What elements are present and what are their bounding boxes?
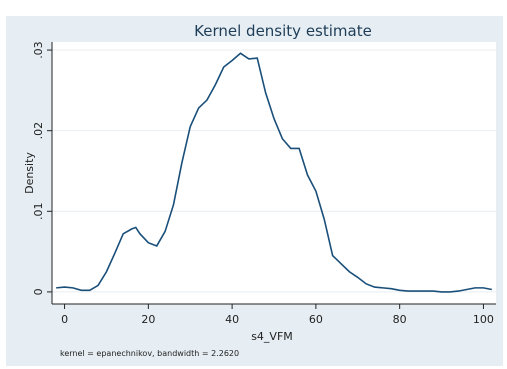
y-tick-label-1: .01 xyxy=(32,203,45,221)
x-tick-label-40: 40 xyxy=(225,313,239,326)
grid-lines xyxy=(52,49,496,293)
y-tick-label-2: .02 xyxy=(32,122,45,140)
chart-footnote: kernel = epanechnikov, bandwidth = 2.262… xyxy=(60,349,239,358)
x-tick-label-80: 80 xyxy=(393,313,407,326)
density-curve xyxy=(56,52,492,293)
tick-marks: 0 20 40 60 80 100 0 .01 .02 .03 xyxy=(32,41,494,326)
plot-area xyxy=(52,42,496,304)
x-tick-label-0: 0 xyxy=(61,313,68,326)
x-tick-label-60: 60 xyxy=(309,313,323,326)
y-axis-label: Density xyxy=(23,152,36,194)
y-tick-label-3: .03 xyxy=(32,41,45,59)
x-axis-label: s4_VFM xyxy=(251,330,293,343)
axes xyxy=(51,42,496,305)
x-tick-label-100: 100 xyxy=(473,313,494,326)
y-tick-label-0: 0 xyxy=(32,288,45,295)
x-tick-label-20: 20 xyxy=(141,313,155,326)
chart-title: Kernel density estimate xyxy=(194,22,372,40)
